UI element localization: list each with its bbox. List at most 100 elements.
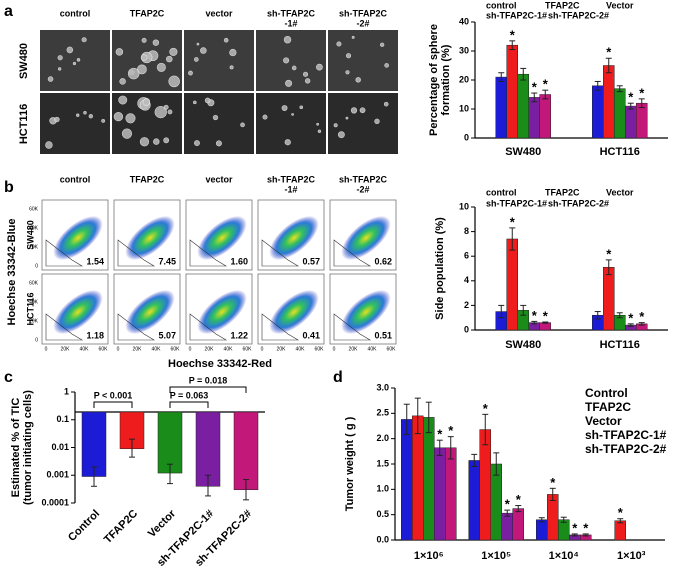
x-tick-label: 1×10³ — [617, 550, 646, 562]
flow-density — [53, 215, 103, 261]
y-tick-label: 2.0 — [376, 433, 389, 443]
legend-entry: sh-TFAP2C-2# — [548, 198, 609, 208]
sphere — [337, 131, 345, 139]
sphere — [88, 114, 93, 119]
flow-tick: 60K — [387, 346, 397, 352]
significance: * — [639, 85, 645, 100]
sphere — [285, 79, 293, 87]
bar — [81, 411, 107, 477]
y-tick-label: 4 — [464, 275, 469, 285]
flow-x-label: Hoechse 33342-Red — [168, 358, 272, 370]
bar — [592, 85, 604, 139]
flow-density — [197, 289, 247, 335]
bar — [445, 447, 457, 541]
micrograph — [40, 30, 110, 91]
significance: * — [532, 308, 538, 323]
y-axis-label: Percentage of sphere — [428, 24, 440, 136]
bar — [195, 411, 221, 487]
sphere — [345, 70, 350, 75]
y-tick-label: 30 — [459, 45, 469, 55]
sphere — [351, 35, 355, 39]
micrograph — [328, 30, 398, 91]
sphere — [223, 37, 229, 43]
sphere — [302, 71, 309, 77]
flow-tick: 40K — [29, 299, 39, 305]
sphere — [194, 140, 200, 147]
sphere — [152, 39, 160, 46]
flow-value: 0.41 — [302, 330, 320, 340]
micrograph — [328, 93, 398, 154]
sphere — [193, 57, 199, 62]
legend-entry: sh-TFAP2C-1# — [486, 10, 547, 20]
significance: * — [437, 427, 443, 442]
y-tick-label: 0.001 — [46, 470, 69, 480]
sphere — [163, 104, 169, 110]
significance: * — [532, 79, 538, 94]
flow-tick: 20K — [349, 346, 359, 352]
flow-gate — [333, 313, 372, 341]
y-tick-label: 0.01 — [51, 442, 69, 452]
flow-gate — [117, 313, 156, 341]
legend-entry: TFAP2C — [545, 187, 580, 197]
sphere — [81, 37, 87, 43]
y-tick-label: 1.5 — [376, 458, 389, 468]
column-header: vector — [205, 8, 233, 18]
sphere — [66, 46, 74, 54]
flow-tick: 60K — [29, 206, 39, 212]
sphere — [229, 65, 234, 70]
y-tick-label: 2.5 — [376, 408, 389, 418]
sphere — [316, 122, 320, 126]
row-label: HCT116 — [18, 104, 30, 144]
bar — [539, 94, 551, 139]
legend-entry: control — [486, 0, 517, 10]
panel-label: b — [4, 179, 14, 196]
sphere — [374, 118, 380, 125]
sphere — [316, 63, 323, 71]
legend-entry: Vector — [585, 414, 622, 428]
row-label: SW480 — [25, 220, 35, 250]
sphere — [204, 97, 211, 104]
bar — [603, 65, 615, 139]
legend-entry: control — [486, 187, 517, 197]
bar — [517, 73, 529, 139]
significance: * — [483, 401, 489, 416]
sphere — [127, 67, 140, 80]
bar — [558, 519, 570, 541]
sphere — [305, 78, 311, 84]
sphere — [188, 70, 193, 76]
sphere — [76, 113, 80, 117]
flow-tick: 40K — [29, 225, 39, 231]
significance: * — [505, 497, 511, 512]
sphere — [229, 48, 237, 57]
flow-tick: 20K — [205, 346, 215, 352]
sphere — [345, 116, 349, 120]
panel-label: d — [333, 369, 343, 386]
sphere — [384, 63, 389, 68]
column-header: -2# — [356, 184, 369, 194]
row-label: SW480 — [18, 43, 30, 79]
bar — [412, 415, 424, 541]
flow-tick: 20K — [29, 318, 39, 324]
sphere — [115, 48, 124, 56]
legend-entry: sh-TFAP2C-1# — [486, 198, 547, 208]
significance: * — [543, 77, 549, 92]
significance: * — [448, 423, 454, 438]
column-header: sh-TFAP2C — [339, 8, 388, 18]
y-tick-label: 1.0 — [376, 484, 389, 494]
sphere — [156, 62, 166, 72]
flow-density — [341, 289, 391, 335]
flow-tick: 20K — [61, 346, 71, 352]
sphere — [139, 137, 150, 147]
bar — [501, 512, 513, 541]
bar — [614, 88, 626, 139]
y-axis-label: formation (%) — [440, 44, 452, 115]
sphere — [168, 75, 180, 88]
y-tick-label: 8 — [464, 226, 469, 236]
y-tick-label: 1 — [64, 386, 69, 396]
flow-density — [53, 289, 103, 335]
y-tick-label: 0 — [464, 132, 469, 142]
flow-gate — [189, 239, 228, 267]
y-axis-label: Tumor weight ( g ) — [344, 416, 356, 511]
flow-gate — [189, 313, 228, 341]
sphere — [119, 78, 126, 85]
